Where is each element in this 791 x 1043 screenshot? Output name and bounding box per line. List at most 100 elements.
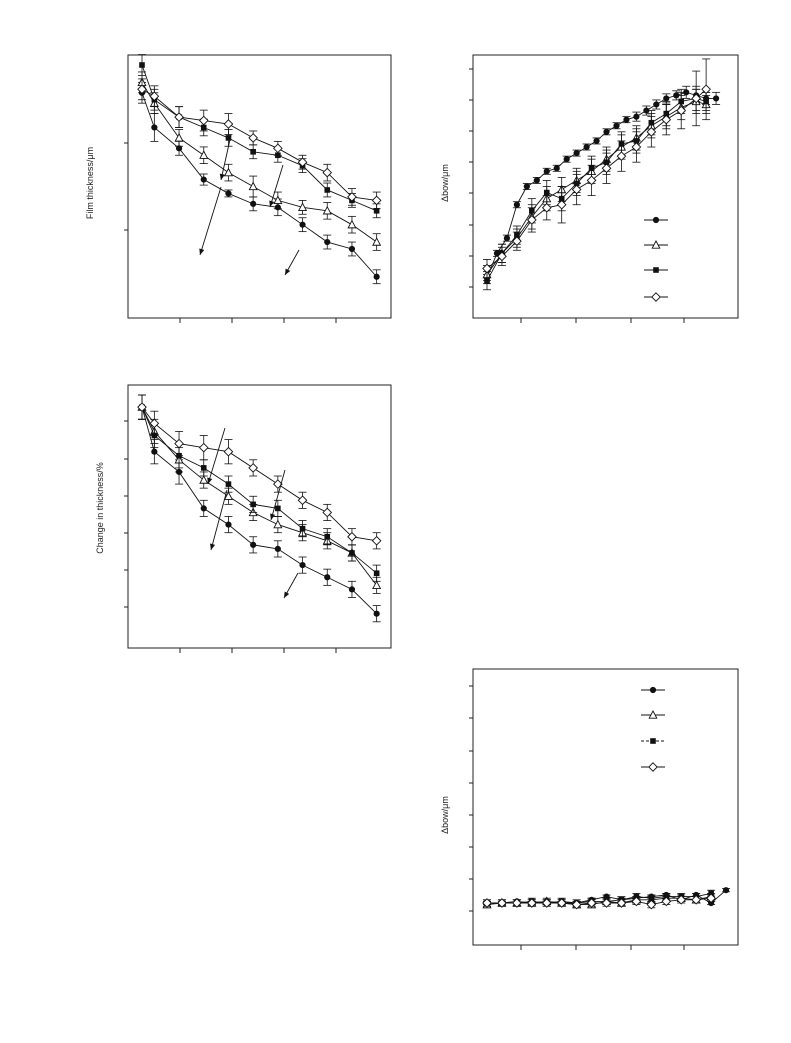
panel-2-series-4-point [676, 105, 687, 116]
legend-1-marker-2 [651, 240, 661, 249]
panel-3-series-4-point [198, 442, 209, 453]
panel-4-series-4-point [526, 898, 537, 908]
panel-3-series-1 [138, 394, 381, 623]
panel-2-series-1-point [603, 128, 610, 135]
panel-1-series-4-point [347, 192, 357, 202]
panel-3-series-3-line [141, 406, 377, 574]
panel-2-series-1-line [486, 91, 717, 278]
panel-4-series-4-point [676, 894, 687, 905]
panel-1-series-3-point [250, 148, 256, 155]
panel-2-series-4-point [541, 202, 552, 213]
panel-4-series-4-point [661, 896, 672, 907]
panel-3-series-4-point [371, 535, 382, 546]
panel-1-series-2-point [322, 205, 332, 215]
panel-2-series-4-point [691, 93, 701, 104]
panel-1-series-1-point [348, 245, 356, 253]
panel-1 [124, 54, 392, 323]
panel-3-series-3-point [250, 501, 256, 508]
legend-1-marker-3 [653, 267, 659, 273]
panel-2-series-4 [482, 58, 711, 279]
annotation-arrow-1 [220, 134, 232, 181]
panel-3-series-4-point [137, 402, 147, 412]
panel-1-series-4-point [322, 167, 333, 178]
panel-3-series-3-point [349, 550, 355, 556]
panel-1-series-1-point [299, 221, 306, 228]
panel-2-series-4-point [701, 84, 711, 95]
panel-2-series-4-line [486, 88, 707, 269]
panel-1-series-1-point [250, 200, 257, 207]
panel-1-series-1-point [200, 176, 207, 183]
panel-1-series-1-point [373, 273, 380, 280]
panel-1-series-3-point [373, 208, 380, 214]
panel-2-series-1-point [543, 168, 550, 175]
panel-1-series-1-point [151, 124, 158, 131]
panel-3-series-1-point [348, 586, 356, 593]
panel-2-series-2 [482, 88, 711, 285]
panel-2-series-4-point [631, 142, 642, 152]
panel-2-series-4-point [512, 236, 522, 247]
panel-2-series-4-point [601, 163, 612, 174]
panel-4-series-3-point [648, 895, 655, 901]
annotation-arrow-5 [207, 427, 226, 485]
panel-2-series-3-point [484, 277, 490, 284]
panel-1-series-2-point [248, 181, 258, 191]
panel-4-series-4-point [631, 896, 642, 907]
panel-1-series-3-point [225, 135, 232, 141]
panel-3-series-2-line [141, 406, 378, 586]
panel-1-series-4-point [273, 143, 283, 154]
panel-1-series-4-point [174, 112, 184, 122]
panel-4-series-4-point [601, 898, 612, 908]
panel-4-series-4-point [497, 898, 507, 908]
panel-2-series-1-point [633, 113, 640, 120]
panel-2-series-4-point [497, 251, 507, 262]
panel-2-frame [472, 54, 739, 319]
panel-1-series-4-point [149, 91, 160, 102]
panel-1-series-4-point [198, 115, 209, 126]
legend-1-marker-1 [652, 216, 660, 224]
panel-3-series-1-point [373, 610, 380, 617]
panel-2-series-1-point [653, 101, 660, 108]
annotation-arrowhead-6 [270, 513, 276, 520]
annotation-arrowhead-7 [210, 543, 216, 550]
panel-2-series-1-point [712, 95, 720, 102]
panel-3-frame [127, 384, 392, 649]
panel-3-series-4-point [223, 446, 234, 457]
panel-1-series-4-point [137, 84, 147, 95]
annotation-arrow-3 [199, 186, 222, 256]
legend-2-marker-3 [650, 738, 656, 744]
panel-2-series-1-point [623, 116, 630, 123]
panel-3-series-2-point [273, 519, 283, 529]
panel-4-series-4 [482, 893, 716, 910]
panel-3-series-3-point [275, 505, 281, 512]
panel-4-series-4-point [482, 898, 492, 908]
panel-2-series-1-point [583, 143, 590, 151]
panel-3-series-1-point [274, 545, 281, 553]
panel-4 [469, 668, 739, 950]
panel-2-series-1-point [523, 183, 530, 190]
panel-3 [124, 384, 392, 653]
panel-2-series-1-point [593, 137, 600, 145]
panel-1-frame [127, 54, 392, 319]
panel-4-series-4-point [706, 893, 716, 904]
panel-4-frame [472, 668, 739, 946]
panel-2-series-4-point [661, 114, 672, 125]
legend-1-marker-4 [651, 292, 661, 302]
panel-1-series-2-point [273, 195, 283, 205]
panel-4-series-4-point [571, 899, 582, 910]
panel-1-series-1-point [324, 238, 331, 246]
annotation-arrowhead-3 [199, 248, 205, 255]
panel-3-series-3-point [299, 525, 306, 532]
annotation-arrowhead-5 [207, 477, 213, 484]
panel-2-series-4-point [571, 184, 582, 195]
panel-1-series-4-line [141, 88, 377, 201]
panel-1-series-2 [137, 71, 382, 251]
legend-2-marker-2 [648, 710, 658, 719]
panel-1-series-2-point [223, 167, 233, 177]
panel-1-series-4-point [297, 157, 308, 168]
panel-2-series-1-point [513, 201, 520, 208]
panel-1-series-4-point [248, 133, 258, 143]
panel-2-series-1-point [563, 156, 570, 163]
panel-4-series-4-point [616, 898, 627, 908]
